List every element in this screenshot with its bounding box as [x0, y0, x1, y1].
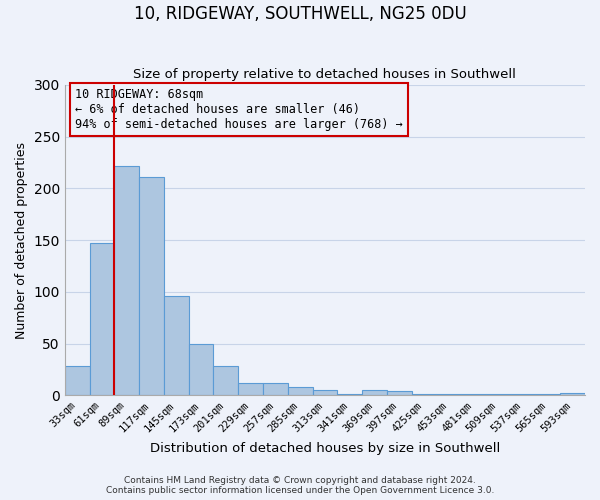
- Bar: [115, 166, 139, 395]
- Bar: [89, 243, 115, 395]
- Text: 10, RIDGEWAY, SOUTHWELL, NG25 0DU: 10, RIDGEWAY, SOUTHWELL, NG25 0DU: [134, 5, 466, 23]
- X-axis label: Distribution of detached houses by size in Southwell: Distribution of detached houses by size …: [150, 442, 500, 455]
- Bar: [139, 177, 164, 395]
- Bar: [387, 391, 412, 395]
- Text: 10 RIDGEWAY: 68sqm
← 6% of detached houses are smaller (46)
94% of semi-detached: 10 RIDGEWAY: 68sqm ← 6% of detached hous…: [75, 88, 403, 131]
- Bar: [337, 394, 362, 395]
- Bar: [461, 394, 486, 395]
- Title: Size of property relative to detached houses in Southwell: Size of property relative to detached ho…: [133, 68, 517, 81]
- Bar: [486, 394, 511, 395]
- Bar: [535, 394, 560, 395]
- Text: Contains HM Land Registry data © Crown copyright and database right 2024.
Contai: Contains HM Land Registry data © Crown c…: [106, 476, 494, 495]
- Bar: [436, 394, 461, 395]
- Bar: [188, 344, 214, 395]
- Bar: [313, 390, 337, 395]
- Bar: [65, 366, 89, 395]
- Bar: [362, 390, 387, 395]
- Bar: [412, 394, 436, 395]
- Bar: [238, 383, 263, 395]
- Bar: [214, 366, 238, 395]
- Bar: [164, 296, 188, 395]
- Y-axis label: Number of detached properties: Number of detached properties: [15, 142, 28, 338]
- Bar: [263, 383, 288, 395]
- Bar: [288, 387, 313, 395]
- Bar: [511, 394, 535, 395]
- Bar: [560, 393, 585, 395]
